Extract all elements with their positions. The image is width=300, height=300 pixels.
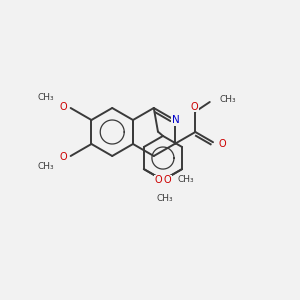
Text: CH₃: CH₃ (178, 175, 194, 184)
Text: O: O (59, 102, 67, 112)
Text: O: O (164, 175, 171, 185)
Text: O: O (218, 139, 226, 149)
Text: CH₃: CH₃ (156, 194, 173, 202)
Text: CH₃: CH₃ (220, 94, 236, 103)
Text: CH₃: CH₃ (38, 162, 54, 171)
Text: CH₃: CH₃ (38, 93, 54, 102)
Text: N: N (172, 115, 179, 125)
Text: O: O (190, 102, 198, 112)
Text: O: O (59, 152, 67, 162)
Text: O: O (155, 175, 162, 185)
